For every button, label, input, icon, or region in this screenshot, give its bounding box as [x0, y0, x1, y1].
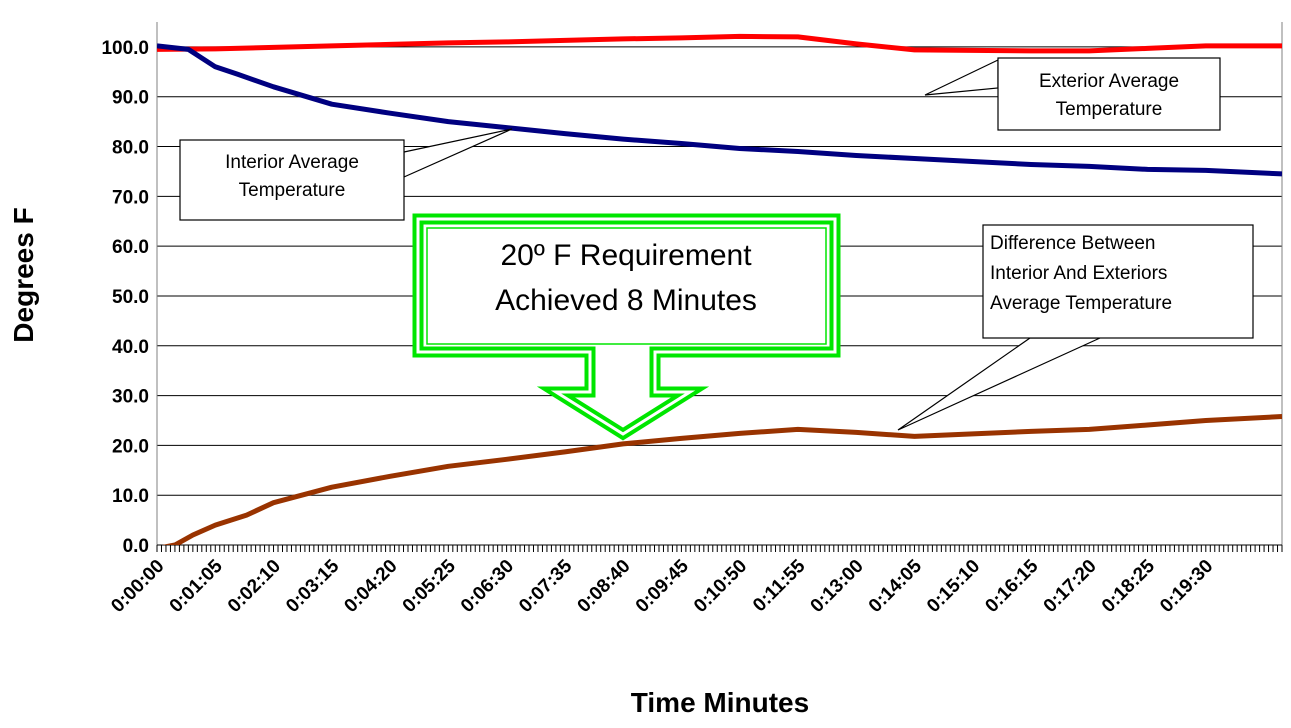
- x-tick-label: 0:02:10: [224, 556, 285, 617]
- y-tick-label: 30.0: [112, 387, 149, 408]
- x-tick-label: 0:14:05: [865, 555, 926, 616]
- x-tick-label: 0:19:30: [1156, 556, 1217, 617]
- requirement-callout-inner-frame: [426, 227, 827, 345]
- x-tick-label: 0:17:20: [1040, 556, 1101, 617]
- x-tick-label: 0:11:55: [749, 555, 810, 616]
- y-tick-label: 40.0: [112, 337, 149, 358]
- requirement-callout-line: Achieved 8 Minutes: [495, 284, 757, 317]
- interior-series-line: [157, 43, 1282, 177]
- difference-label-line: Average Temperature: [990, 293, 1172, 314]
- requirement-callout-inner-stroke: [416, 217, 837, 436]
- x-tick-label: 0:15:10: [923, 556, 984, 617]
- y-tick-label: 0.0: [123, 536, 149, 557]
- x-tick-label: 0:05:25: [399, 555, 460, 616]
- y-tick-label: 50.0: [112, 287, 149, 308]
- y-tick-label: 10.0: [112, 486, 149, 507]
- interior-label-line: Temperature: [239, 180, 346, 201]
- y-axis-title: Degrees F: [8, 207, 39, 342]
- exterior-pointer: [924, 59, 999, 96]
- series-lines: [157, 33, 1282, 545]
- plot-frame: [156, 22, 1283, 546]
- x-tick-label: 0:09:45: [632, 555, 693, 616]
- y-tick-label: 60.0: [112, 237, 149, 258]
- difference-label-line: Difference Between: [990, 233, 1155, 254]
- x-axis-ticks: 0:00:000:01:050:02:100:03:150:04:200:05:…: [107, 545, 1283, 617]
- x-minor-ticks: [156, 545, 1283, 552]
- x-tick-label: 0:10:50: [690, 556, 751, 617]
- x-tick-label: 0:04:20: [340, 556, 401, 617]
- y-tick-label: 80.0: [112, 138, 149, 159]
- x-tick-label: 0:06:30: [457, 556, 518, 617]
- y-tick-label: 20.0: [112, 436, 149, 457]
- exterior-label-line: Exterior Average: [1039, 71, 1179, 92]
- x-tick-label: 0:07:35: [515, 555, 576, 616]
- x-tick-label: 0:13:00: [807, 556, 868, 617]
- x-tick-label: 0:08:40: [574, 556, 635, 617]
- requirement-callout-line: 20º F Requirement: [500, 239, 752, 272]
- y-tick-label: 90.0: [112, 88, 149, 109]
- difference-label-box: [982, 224, 1254, 339]
- y-axis-ticks: 0.0 10.0 20.0 30.0 40.0 50.0 60.0 70.0 80.0 90.0 1…: [101, 38, 149, 557]
- interior-label-box: [179, 139, 405, 221]
- y-tick-label: 70.0: [112, 187, 149, 208]
- x-tick-label: 0:18:25: [1098, 555, 1159, 616]
- x-tick-label: 0:16:15: [981, 555, 1042, 616]
- difference-label-line: Interior And Exteriors: [990, 263, 1167, 284]
- exterior-label-line: Temperature: [1056, 99, 1163, 120]
- exterior-series-line: [157, 33, 1282, 54]
- x-tick-label: 0:00:00: [107, 556, 168, 617]
- interior-pointer: [403, 128, 513, 178]
- difference-pointer: [897, 337, 1101, 431]
- difference-series-line: [161, 414, 1282, 545]
- annotations: Exterior Average Temperature Interior Aver…: [179, 57, 1254, 441]
- x-tick-label: 0:03:15: [282, 555, 343, 616]
- x-axis-title: Time Minutes: [631, 687, 809, 718]
- y-tick-label: 100.0: [101, 38, 149, 59]
- exterior-label-box: [997, 57, 1221, 131]
- x-tick-label: 0:01:05: [166, 555, 227, 616]
- interior-label-line: Interior Average: [225, 152, 359, 173]
